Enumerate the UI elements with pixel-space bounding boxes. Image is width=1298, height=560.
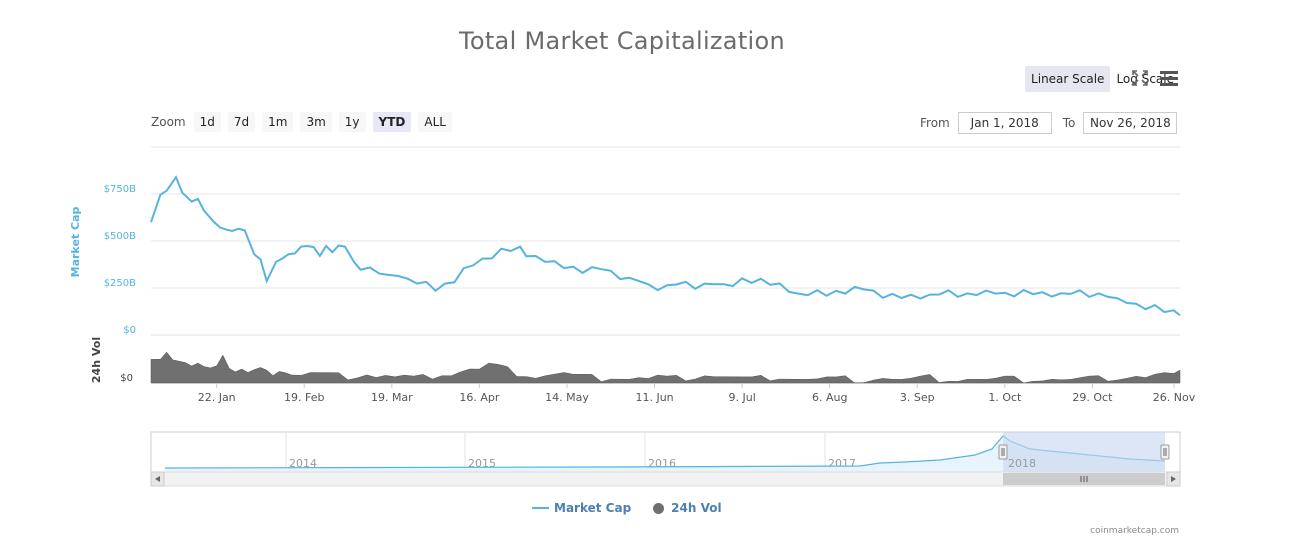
zoom-bar: Zoom 1d 7d 1m 3m 1y YTD ALL	[151, 112, 459, 132]
scroll-left-arrow-icon	[155, 476, 160, 482]
navigator-area	[165, 436, 1165, 472]
volume-area	[150, 351, 1181, 384]
chart-area: $750B $500B $250B $0 Market Cap 24h Vol …	[69, 146, 1196, 487]
zoom-all-button[interactable]: ALL	[418, 112, 452, 132]
chart-title: Total Market Capitalization	[458, 27, 785, 55]
x-tick-label: 14. May	[545, 391, 589, 404]
from-date-input[interactable]	[957, 112, 1052, 134]
x-axis: 22. Jan 19. Feb 19. Mar 16. Apr 14. May 11. J…	[198, 383, 1196, 404]
credits-link[interactable]: coinmarketcap.com	[1090, 526, 1179, 536]
y-axis-title: Market Cap	[69, 207, 82, 278]
zoom-7d-button[interactable]: 7d	[227, 112, 256, 132]
y-tick-label: $250B	[104, 278, 136, 289]
navigator-selection[interactable]	[1003, 432, 1165, 472]
navigator-left-handle[interactable]	[998, 444, 1008, 460]
legend-24h-vol-label: 24h Vol	[671, 501, 722, 515]
volume-zero-label: $0	[120, 373, 133, 384]
gridlines	[151, 146, 1180, 336]
x-tick-label: 22. Jan	[198, 391, 236, 404]
to-label: To	[1062, 116, 1076, 130]
x-tick-label: 19. Mar	[371, 391, 413, 404]
x-tick-label: 3. Sep	[900, 391, 935, 404]
x-tick-label: 6. Aug	[812, 391, 847, 404]
zoom-label: Zoom	[151, 115, 186, 129]
y-tick-label: $500B	[104, 231, 136, 242]
zoom-1m-button[interactable]: 1m	[262, 112, 294, 132]
navigator-right-handle[interactable]	[1160, 444, 1170, 460]
x-tick-label: 26. Nov	[1153, 391, 1196, 404]
legend: Market Cap 24h Vol	[532, 501, 744, 515]
x-tick-label: 1. Oct	[988, 391, 1022, 404]
legend-line-icon	[532, 507, 549, 509]
zoom-1d-button[interactable]: 1d	[193, 112, 221, 132]
x-tick-label: 16. Apr	[459, 391, 499, 404]
navigator-year-label: 2014	[289, 457, 317, 470]
linear-scale-button[interactable]: Linear Scale	[1025, 66, 1111, 92]
x-tick-label: 19. Feb	[284, 391, 324, 404]
date-range-selector: From To	[920, 112, 1178, 134]
legend-24h-vol[interactable]: 24h Vol	[653, 501, 722, 515]
navigator: 2014 2015 2016 2017 2018	[150, 431, 1181, 487]
scale-controls: Linear Scale Log Scale	[1025, 66, 1180, 92]
legend-market-cap-label: Market Cap	[554, 501, 632, 515]
fullscreen-icon[interactable]	[1132, 70, 1148, 86]
x-tick-label: 9. Jul	[728, 391, 755, 404]
navigator-year-label: 2018	[1008, 457, 1036, 470]
volume-axis-title: 24h Vol	[90, 337, 103, 383]
zoom-1y-button[interactable]: 1y	[338, 112, 366, 132]
x-tick-label: 29. Oct	[1072, 391, 1113, 404]
market-cap-line	[150, 175, 1181, 317]
scroll-right-arrow-icon	[1171, 476, 1176, 482]
zoom-ytd-button[interactable]: YTD	[372, 112, 412, 132]
to-date-input[interactable]	[1083, 112, 1178, 134]
from-label: From	[920, 116, 950, 130]
y-tick-label: $0	[123, 325, 136, 336]
zoom-3m-button[interactable]: 3m	[300, 112, 332, 132]
legend-dot-icon	[653, 502, 665, 514]
log-scale-button[interactable]: Log Scale	[1116, 72, 1174, 86]
y-tick-label: $750B	[104, 184, 136, 195]
x-tick-label: 11. Jun	[635, 391, 673, 404]
menu-icon[interactable]	[1160, 70, 1178, 86]
legend-market-cap[interactable]: Market Cap	[532, 501, 631, 515]
